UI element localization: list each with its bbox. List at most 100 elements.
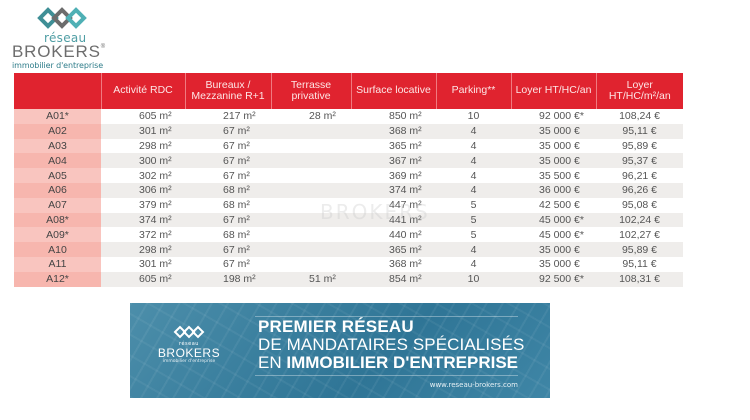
cell-terrasse: 51 m² xyxy=(271,271,351,287)
cell-terrasse xyxy=(271,138,351,154)
table-header-row: Activité RDC Bureaux / Mezzanine R+1 Ter… xyxy=(14,73,683,109)
cell-loyer-an: 45 000 €* xyxy=(511,227,596,243)
cell-bureaux: 67 m² xyxy=(185,212,271,228)
cell-loyer-m2: 95,11 € xyxy=(596,256,683,272)
table-row: A03 298 m² 67 m² 365 m² 4 35 000 €95,89 € xyxy=(14,138,683,154)
cell-parking: 4 xyxy=(436,182,511,198)
cell-activite: 298 m² xyxy=(101,242,185,257)
cell-surface: 368 m² xyxy=(351,123,436,139)
cell-surface: 374 m² xyxy=(351,182,436,198)
cell-loyer-an: 35 500 € xyxy=(511,168,596,183)
table-row: A01* 605 m² 217 m² 28 m² 850 m² 10 92 000 €* 10… xyxy=(14,109,683,124)
cell-bureaux: 67 m² xyxy=(185,153,271,169)
banner-logo-reseau: réseau xyxy=(179,341,199,347)
lots-table: Activité RDC Bureaux / Mezzanine R+1 Ter… xyxy=(14,73,683,287)
cell-terrasse: 28 m² xyxy=(271,109,351,124)
col-header-surface: Surface locative xyxy=(351,73,437,109)
cell-surface: 365 m² xyxy=(351,138,436,154)
cell-lot: A10 xyxy=(14,242,101,257)
cell-loyer-an: 35 000 € xyxy=(511,256,596,272)
cell-loyer-m2: 102,24 € xyxy=(596,212,683,228)
col-header-loyer-m2: Loyer HT/HC/m²/an xyxy=(596,73,683,109)
table-row: A07 379 m² 68 m² 447 m² 5 42 500 €95,08 € xyxy=(14,197,683,213)
cell-surface: 440 m² xyxy=(351,227,436,243)
cell-lot: A04 xyxy=(14,153,101,169)
banner-background-pattern xyxy=(130,303,550,398)
cell-surface: 367 m² xyxy=(351,153,436,169)
cell-lot: A01* xyxy=(14,109,101,124)
cell-activite: 302 m² xyxy=(101,168,185,183)
cell-loyer-an: 35 000 € xyxy=(511,123,596,139)
promo-banner: réseau BROKERS immobilier d'entreprise P… xyxy=(130,303,550,398)
banner-logo-brokers: BROKERS xyxy=(157,346,221,360)
table-row: A02 301 m² 67 m² 368 m² 4 35 000 €95,11 € xyxy=(14,123,683,139)
cell-lot: A11 xyxy=(14,256,101,272)
col-header-bureaux: Bureaux / Mezzanine R+1 xyxy=(185,73,272,109)
cell-activite: 374 m² xyxy=(101,212,185,228)
cell-loyer-an: 92 500 €* xyxy=(511,271,596,287)
banner-website-link[interactable]: www.reseau-brokers.com xyxy=(429,381,518,389)
cell-terrasse xyxy=(271,123,351,139)
banner-divider-bottom xyxy=(255,375,518,376)
cell-activite: 300 m² xyxy=(101,153,185,169)
table-row: A06 306 m² 68 m² 374 m² 4 36 000 €96,26 € xyxy=(14,182,683,198)
cell-lot: A05 xyxy=(14,168,101,183)
cell-parking: 4 xyxy=(436,123,511,139)
cell-lot: A07 xyxy=(14,197,101,213)
cell-loyer-an: 35 000 € xyxy=(511,153,596,169)
cell-parking: 4 xyxy=(436,168,511,183)
cell-loyer-m2: 95,08 € xyxy=(596,197,683,213)
cell-loyer-an: 35 000 € xyxy=(511,242,596,257)
cell-bureaux: 68 m² xyxy=(185,197,271,213)
cell-surface: 369 m² xyxy=(351,168,436,183)
cell-surface: 365 m² xyxy=(351,242,436,257)
table-row: A11 301 m² 67 m² 368 m² 4 35 000 €95,11 € xyxy=(14,256,683,272)
cell-lot: A06 xyxy=(14,182,101,198)
logo-word-reseau: réseau xyxy=(44,31,87,45)
cell-loyer-an: 36 000 € xyxy=(511,182,596,198)
cell-terrasse xyxy=(271,256,351,272)
cell-loyer-an: 92 000 €* xyxy=(511,109,596,124)
cell-bureaux: 67 m² xyxy=(185,168,271,183)
cell-parking: 10 xyxy=(436,271,511,287)
cell-surface: 441 m² xyxy=(351,212,436,228)
cell-terrasse xyxy=(271,197,351,213)
table-row: A08* 374 m² 67 m² 441 m² 5 45 000 €* 102,24 € xyxy=(14,212,683,228)
table-row: A09* 372 m² 68 m² 440 m² 5 45 000 €* 102,27 € xyxy=(14,227,683,243)
cell-bureaux: 198 m² xyxy=(185,271,271,287)
cell-activite: 306 m² xyxy=(101,182,185,198)
banner-headline-2: DE MANDATAIRES SPÉCIALISÉS xyxy=(258,335,525,354)
cell-surface: 850 m² xyxy=(351,109,436,124)
cell-terrasse xyxy=(271,242,351,257)
diamond-logo-icon xyxy=(37,7,87,29)
cell-bureaux: 68 m² xyxy=(185,182,271,198)
banner-divider-top xyxy=(255,316,518,317)
cell-loyer-m2: 108,24 € xyxy=(596,109,683,124)
cell-parking: 4 xyxy=(436,242,511,257)
cell-loyer-m2: 95,89 € xyxy=(596,242,683,257)
table-row: A05 302 m² 67 m² 369 m² 4 35 500 €96,21 € xyxy=(14,168,683,183)
cell-lot: A08* xyxy=(14,212,101,228)
cell-loyer-m2: 95,89 € xyxy=(596,138,683,154)
cell-terrasse xyxy=(271,168,351,183)
col-header-parking: Parking** xyxy=(436,73,512,109)
cell-activite: 605 m² xyxy=(101,109,185,124)
cell-bureaux: 67 m² xyxy=(185,256,271,272)
cell-activite: 372 m² xyxy=(101,227,185,243)
lots-table-container: Activité RDC Bureaux / Mezzanine R+1 Ter… xyxy=(14,73,683,287)
cell-parking: 10 xyxy=(436,109,511,124)
cell-surface: 447 m² xyxy=(351,197,436,213)
cell-bureaux: 67 m² xyxy=(185,138,271,154)
banner-logo-tagline: immobilier d'entreprise xyxy=(162,359,216,364)
cell-parking: 4 xyxy=(436,256,511,272)
cell-activite: 379 m² xyxy=(101,197,185,213)
table-row: A10 298 m² 67 m² 365 m² 4 35 000 €95,89 € xyxy=(14,242,683,257)
cell-lot: A09* xyxy=(14,227,101,243)
cell-activite: 298 m² xyxy=(101,138,185,154)
cell-parking: 4 xyxy=(436,138,511,154)
banner-diamond-logo-icon xyxy=(173,325,205,339)
cell-loyer-m2: 108,31 € xyxy=(596,271,683,287)
cell-terrasse xyxy=(271,227,351,243)
cell-surface: 854 m² xyxy=(351,271,436,287)
cell-activite: 301 m² xyxy=(101,123,185,139)
